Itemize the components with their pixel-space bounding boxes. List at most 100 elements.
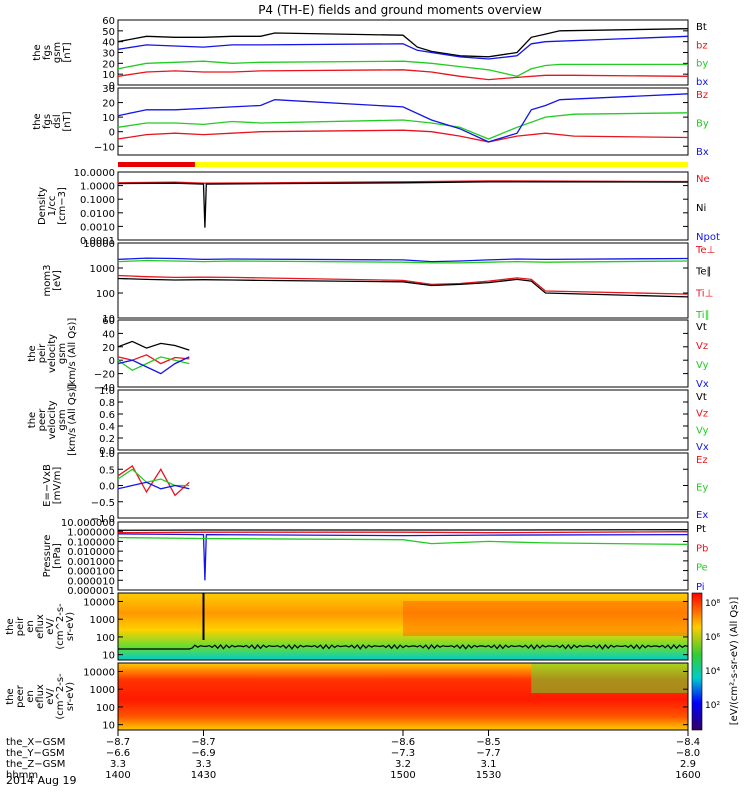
y-axis-label-line: gsm (57, 409, 68, 430)
legend-label: by (696, 59, 708, 70)
y-tick-label: 30 (102, 84, 115, 95)
y-axis-label: Density 1/cc [cm−3] (37, 187, 68, 225)
y-tick-label: 10000 (83, 239, 115, 250)
y-axis-label-line: sr-eV) (65, 682, 76, 711)
y-axis-label-line: sr-eV) (65, 612, 76, 641)
y-axis-label-line: [nT] (62, 111, 73, 131)
series-line-Ni (117, 181, 689, 228)
series-line-Vz (117, 354, 190, 365)
series-line-Vy (117, 356, 190, 372)
y-axis-label-line: eflux (35, 684, 46, 709)
y-axis-label-line: fgs (42, 114, 53, 129)
y-tick-label: 0.100000 (67, 537, 115, 548)
y-tick-label: 0.0100 (80, 209, 115, 220)
y-axis-label-line: the (5, 618, 16, 634)
legend-label: Te∥ (695, 267, 712, 278)
legend-label: Ez (696, 455, 708, 466)
y-tick-label: −40 (94, 383, 115, 394)
y-axis-label: Pressure [nPa] (42, 535, 63, 578)
legend-label: Pb (696, 543, 708, 554)
mode-status-bar (118, 162, 688, 167)
figure-title: P4 (TH-E) fields and ground moments over… (258, 3, 542, 17)
y-tick-label: 10 (102, 314, 115, 325)
panel-9: 10000 1000 100 10 the peir en eflux eV/(cm^2-s-s… (5, 592, 689, 662)
legend-label: Ti∥ (695, 310, 710, 321)
y-axis-label-line: [km/s (All Qs)] (67, 384, 78, 456)
y-tick-label: 10 (102, 721, 115, 732)
x-row-value: 1530 (476, 770, 501, 781)
legend-label: Bz (696, 90, 708, 101)
y-tick-label: −10 (94, 142, 115, 153)
colorbar-tick-label: 10⁸ (705, 599, 720, 609)
y-axis-label: the peir velocity gsm [km/s (All Qs)] (27, 318, 78, 390)
y-tick-label: 0 (109, 356, 115, 367)
y-tick-label: 100 (96, 289, 115, 300)
y-axis-label-line: 1/cc (47, 196, 58, 217)
series-line-Ey (117, 468, 190, 487)
y-tick-label: 1.0 (99, 386, 115, 397)
legend-label: Npot (696, 232, 720, 243)
y-tick-label: 10.000000 (61, 518, 115, 529)
legend-label: Vy (696, 360, 709, 371)
x-row-value: 3.2 (395, 759, 411, 770)
panel-frame (117, 87, 689, 156)
x-row-value: −8.4 (676, 737, 700, 748)
y-tick-label: 20 (102, 99, 115, 110)
y-tick-label: 20 (102, 59, 115, 70)
series-line-Pi (117, 533, 689, 581)
y-tick-label: 0.0 (99, 446, 115, 457)
y-tick-label: −0.5 (91, 498, 115, 509)
y-axis-label-line: the (32, 113, 43, 129)
y-tick-label: 10 (102, 113, 115, 124)
series-line-Bx (117, 93, 689, 143)
x-row-value: −8.5 (476, 737, 500, 748)
series-line-bz (117, 69, 689, 81)
y-tick-label: 0.8 (99, 398, 115, 409)
series-line-Vx (117, 356, 190, 375)
series-line-Te⊥ (117, 274, 689, 295)
y-axis-label-line: peer (15, 684, 26, 708)
legend-label: Bt (696, 22, 707, 33)
y-tick-label: 10000 (83, 667, 115, 678)
y-axis-label-line: gsm (52, 42, 63, 63)
series-line-By (117, 112, 689, 140)
series-line-Pb (117, 531, 689, 534)
x-row-value: 3.3 (196, 759, 212, 770)
legend-label: bz (696, 40, 708, 51)
colorbar-tick-label: 10⁴ (705, 667, 720, 677)
series-line-Bt (117, 28, 689, 58)
x-row-value: 2.9 (680, 759, 696, 770)
y-axis-label-line: the (5, 688, 16, 704)
y-axis-label-line: the (27, 412, 38, 428)
x-row-value: 1400 (105, 770, 130, 781)
y-tick-label: 1.0000 (80, 182, 115, 193)
status-bar-segment (194, 162, 688, 167)
series-line-Ex (117, 481, 190, 490)
y-axis-label-line: en (25, 690, 36, 703)
y-tick-label: 100 (96, 633, 115, 644)
y-tick-label: 0.000001 (67, 586, 115, 597)
x-row-value: −6.6 (106, 748, 130, 759)
x-row-value: −7.7 (476, 748, 500, 759)
y-tick-label: 1000 (90, 264, 115, 275)
series-line-Te∥ (117, 277, 689, 298)
y-tick-label: 0.000100 (67, 567, 115, 578)
y-tick-label: 60 (102, 316, 115, 327)
y-axis-label-line: (cm^2-s- (55, 603, 66, 650)
colorbar-title: [eV/(cm²-s-sr-eV) (All Qs)] (729, 597, 740, 726)
y-tick-label: 50 (102, 27, 115, 38)
y-tick-label: 20 (102, 343, 115, 354)
x-row-value: −6.9 (191, 748, 215, 759)
x-row-value: −8.7 (191, 737, 215, 748)
y-axis-label-line: velocity (47, 334, 58, 373)
y-tick-label: 1000 (90, 615, 115, 626)
y-tick-label: 10 (102, 651, 115, 662)
legend-label: Vx (696, 442, 709, 453)
x-row-label: the_Z−GSM (6, 759, 65, 770)
y-axis-label-line: peir (15, 616, 26, 636)
status-bar-segment (118, 162, 195, 167)
y-axis-label-line: en (25, 620, 36, 633)
date-label: 2014 Aug 19 (6, 774, 76, 787)
